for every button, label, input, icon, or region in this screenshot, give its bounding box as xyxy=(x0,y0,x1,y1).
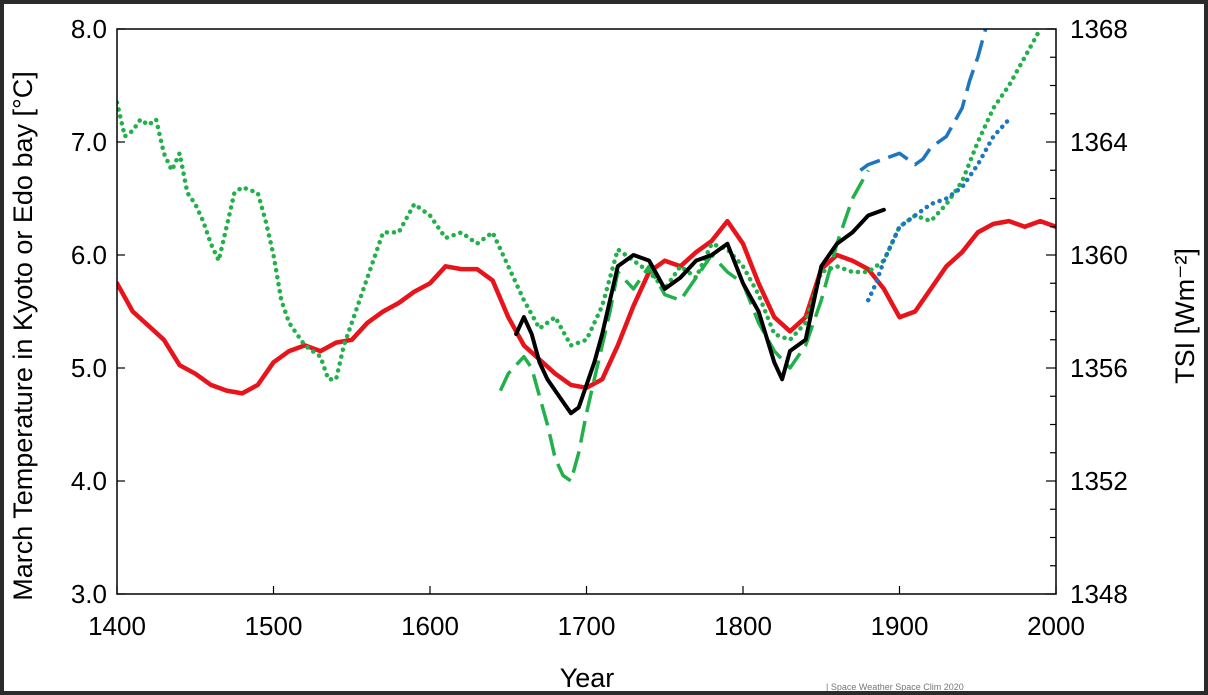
y-left-tick-label: 3.0 xyxy=(71,579,107,609)
x-axis-title: Year xyxy=(560,663,615,691)
x-tick-label: 1400 xyxy=(88,611,146,641)
y-right-tick-label: 1356 xyxy=(1070,353,1128,383)
x-tick-label: 1800 xyxy=(714,611,772,641)
y-right-tick-label: 1368 xyxy=(1070,14,1128,44)
axes-layer: 1400 1500 1600 1700 1800 1900 2000 3.0 4.0 5.0 6.0… xyxy=(71,14,1128,641)
credit-text: | Space Weather Space Clim 2020 xyxy=(826,682,964,691)
x-tick-label: 1600 xyxy=(401,611,459,641)
y-right-tick-label: 1348 xyxy=(1070,579,1128,609)
series-line-2 xyxy=(117,29,1043,382)
series-line-5 xyxy=(859,29,988,172)
y-axis-left-title: March Temperature in Kyoto or Edo bay [°… xyxy=(8,71,38,601)
y-left-tick-label: 6.0 xyxy=(71,240,107,270)
series-line-3 xyxy=(498,169,870,483)
series-layer xyxy=(117,29,1056,483)
series-line-6 xyxy=(865,117,1012,303)
x-tick-label: 1900 xyxy=(871,611,929,641)
labels-layer: Year March Temperature in Kyoto or Edo b… xyxy=(8,71,1200,691)
x-tick-label: 1700 xyxy=(558,611,616,641)
figure-frame: 1400 1500 1600 1700 1800 1900 2000 3.0 4.0 5.0 6.0… xyxy=(4,4,1204,691)
y-left-tick-label: 5.0 xyxy=(71,353,107,383)
y-right-tick-label: 1352 xyxy=(1070,466,1128,496)
line-chart: 1400 1500 1600 1700 1800 1900 2000 3.0 4.0 5.0 6.0… xyxy=(8,14,1200,691)
y-left-tick-label: 8.0 xyxy=(71,14,107,44)
y-left-tick-label: 7.0 xyxy=(71,127,107,157)
x-tick-label: 2000 xyxy=(1027,611,1085,641)
y-right-tick-label: 1364 xyxy=(1070,127,1128,157)
y-axis-right-title: TSI [Wm⁻²] xyxy=(1170,248,1200,384)
y-right-tick-label: 1360 xyxy=(1070,240,1128,270)
x-tick-label: 1500 xyxy=(245,611,303,641)
series-line-4 xyxy=(514,207,886,416)
series-line-1 xyxy=(117,218,1056,396)
y-left-tick-label: 4.0 xyxy=(71,466,107,496)
